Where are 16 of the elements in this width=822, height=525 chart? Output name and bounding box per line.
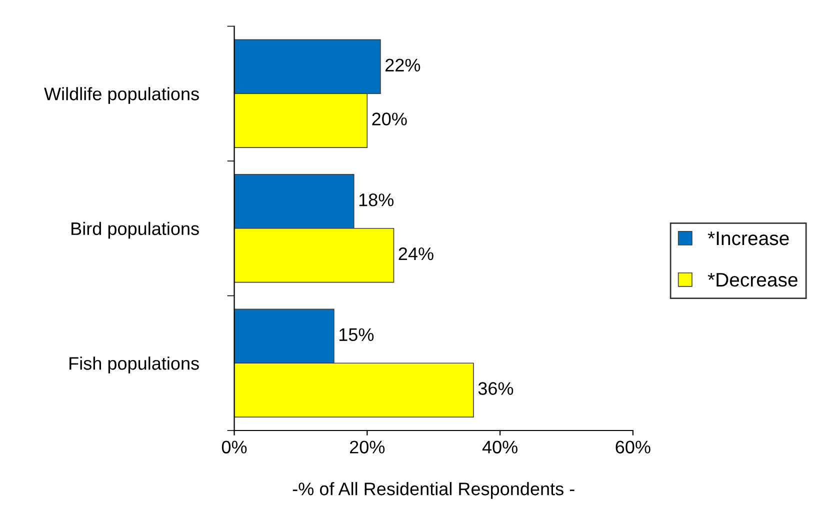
x-tick-label: 0% [222, 440, 247, 454]
data-label: 20% [372, 112, 407, 126]
data-label: 24% [398, 247, 434, 260]
y-tick-label: Bird populations [72, 222, 199, 239]
data-label: 22% [386, 58, 420, 72]
y-tick-label: Fish populations [70, 356, 199, 374]
x-tick-label: 40% [482, 440, 518, 454]
data-label: 36% [478, 382, 514, 395]
data-label: 18% [359, 193, 394, 206]
x-tick-label: 60% [616, 440, 650, 454]
x-axis-title: -% of All Residential Respondents - [292, 482, 574, 499]
data-label: 15% [339, 328, 374, 342]
y-tick-label: Wildlife populations [44, 87, 199, 104]
x-tick-label: 20% [350, 440, 385, 454]
legend-label: *Decrease [708, 273, 798, 287]
legend-label: *Increase [708, 232, 789, 246]
